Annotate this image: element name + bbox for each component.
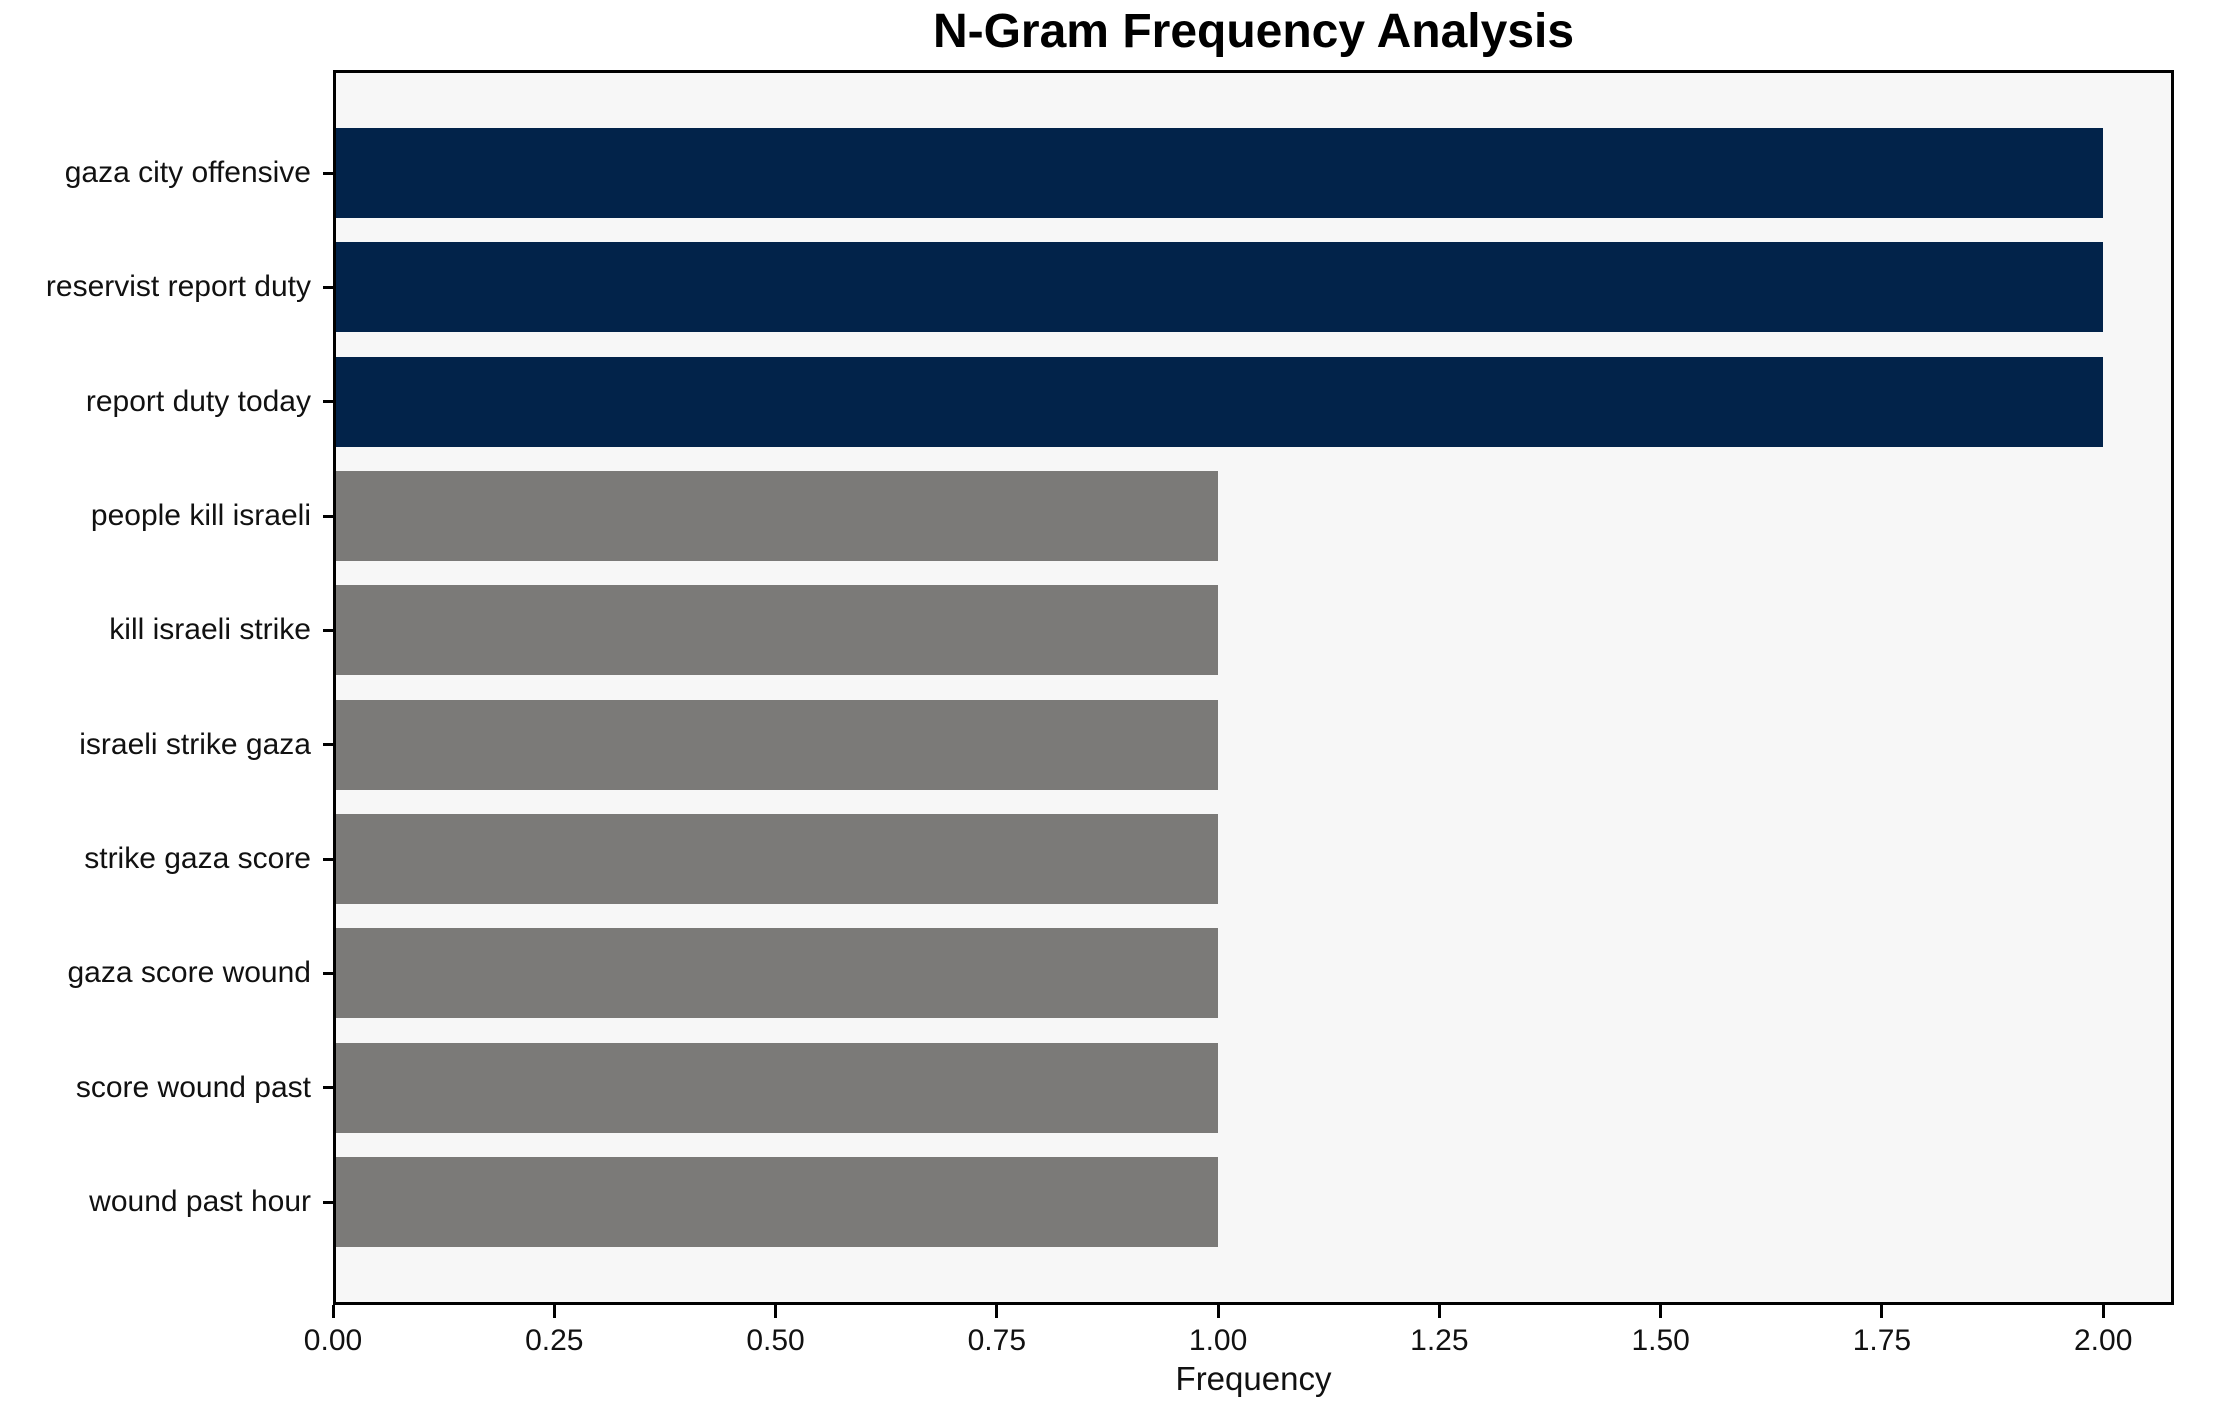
y-tick-label-0: gaza city offensive bbox=[64, 156, 311, 189]
y-tick-mark-0 bbox=[323, 171, 333, 175]
y-tick-mark-1 bbox=[323, 285, 333, 289]
x-tick-mark-6 bbox=[1659, 1305, 1663, 1318]
x-tick-label-8: 2.00 bbox=[2073, 1324, 2133, 1357]
bar-9 bbox=[333, 1157, 1219, 1248]
bar-5 bbox=[333, 699, 1219, 790]
bar-7 bbox=[333, 928, 1219, 1019]
y-tick-mark-9 bbox=[323, 1200, 333, 1204]
y-tick-label-3: people kill israeli bbox=[90, 499, 311, 533]
bar-4 bbox=[333, 585, 1219, 676]
bar-8 bbox=[333, 1042, 1219, 1133]
x-tick-label-1: 0.25 bbox=[525, 1324, 584, 1357]
x-tick-label-3: 0.75 bbox=[967, 1324, 1027, 1357]
bar-1 bbox=[333, 242, 2104, 333]
plot-area bbox=[333, 70, 2174, 1305]
y-tick-mark-8 bbox=[323, 1086, 333, 1090]
y-tick-label-8: score wound past bbox=[75, 1070, 311, 1104]
y-tick-mark-5 bbox=[323, 743, 333, 747]
y-tick-label-2: report duty today bbox=[85, 384, 311, 418]
y-tick-label-9: wound past hour bbox=[89, 1185, 311, 1219]
x-tick-label-7: 1.75 bbox=[1852, 1324, 1912, 1357]
x-tick-mark-3 bbox=[995, 1305, 999, 1318]
y-tick-label-5: israeli strike gaza bbox=[79, 727, 311, 761]
chart-title: N-Gram Frequency Analysis bbox=[932, 5, 1575, 58]
y-tick-mark-6 bbox=[323, 857, 333, 861]
y-tick-label-7: gaza score wound bbox=[67, 956, 312, 990]
x-tick-label-5: 1.25 bbox=[1410, 1324, 1469, 1357]
y-axis-labels: gaza city offensive reservist report duty… bbox=[0, 0, 333, 1414]
x-tick-mark-8 bbox=[2101, 1305, 2105, 1318]
y-tick-mark-4 bbox=[323, 628, 333, 632]
y-tick-label-6: strike gaza score bbox=[84, 842, 311, 876]
y-tick-label-4: kill israeli strike bbox=[109, 613, 311, 647]
x-tick-mark-1 bbox=[552, 1305, 556, 1318]
y-tick-mark-7 bbox=[323, 971, 333, 975]
bar-6 bbox=[333, 814, 1219, 905]
x-tick-label-2: 0.50 bbox=[746, 1324, 805, 1357]
bar-3 bbox=[333, 471, 1219, 562]
x-tick-mark-4 bbox=[1216, 1305, 1220, 1318]
bar-0 bbox=[333, 128, 2104, 218]
x-tick-mark-5 bbox=[1437, 1305, 1441, 1318]
x-axis-title: Frequency bbox=[1175, 1360, 1332, 1397]
x-tick-mark-7 bbox=[1880, 1305, 1884, 1318]
y-tick-mark-3 bbox=[323, 514, 333, 518]
x-tick-label-6: 1.50 bbox=[1631, 1324, 1690, 1357]
x-tick-mark-2 bbox=[774, 1305, 778, 1318]
y-tick-mark-2 bbox=[323, 400, 333, 404]
bar-2 bbox=[333, 356, 2104, 447]
x-tick-label-4: 1.00 bbox=[1188, 1324, 1248, 1357]
y-tick-label-1: reservist report duty bbox=[45, 270, 311, 304]
